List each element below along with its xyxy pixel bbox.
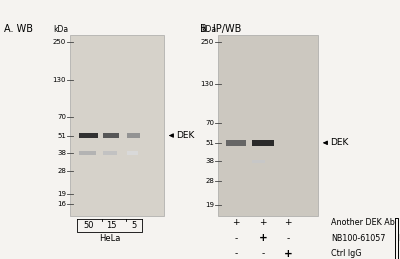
Text: 130: 130 — [52, 77, 66, 83]
Bar — [252, 160, 265, 163]
Text: 38: 38 — [205, 159, 214, 164]
Text: -: - — [234, 234, 238, 243]
Text: -: - — [286, 234, 290, 243]
Text: DEK: DEK — [330, 138, 348, 147]
Text: -: - — [234, 249, 238, 258]
Text: +: + — [284, 218, 292, 227]
Text: 16: 16 — [57, 201, 66, 207]
Text: kDa: kDa — [53, 25, 68, 34]
Text: 28: 28 — [205, 178, 214, 184]
Text: +: + — [232, 218, 240, 227]
Text: 70: 70 — [57, 114, 66, 120]
Text: kDa: kDa — [201, 25, 216, 34]
Text: 250: 250 — [201, 39, 214, 45]
Text: 51: 51 — [57, 133, 66, 139]
Text: 38: 38 — [57, 150, 66, 156]
Text: 51: 51 — [205, 140, 214, 146]
Text: 250: 250 — [53, 39, 66, 45]
Text: +: + — [259, 233, 267, 243]
Text: +: + — [284, 249, 292, 259]
Text: A. WB: A. WB — [4, 24, 33, 34]
Text: 19: 19 — [205, 202, 214, 208]
Text: Ctrl IgG: Ctrl IgG — [331, 249, 361, 258]
Bar — [70, 35, 164, 216]
Text: 130: 130 — [200, 81, 214, 87]
Bar — [79, 133, 98, 138]
Text: 28: 28 — [57, 168, 66, 174]
Text: HeLa: HeLa — [99, 234, 120, 243]
Text: B. IP/WB: B. IP/WB — [200, 24, 241, 34]
Bar — [127, 151, 138, 155]
Text: 5: 5 — [131, 221, 136, 230]
Bar — [218, 35, 318, 216]
Text: 50: 50 — [84, 221, 94, 230]
Text: Another DEK Ab: Another DEK Ab — [331, 218, 395, 227]
Bar — [127, 133, 140, 138]
Text: IP: IP — [398, 234, 400, 243]
Text: DEK: DEK — [176, 131, 194, 140]
Text: 15: 15 — [106, 221, 116, 230]
Bar — [252, 140, 274, 146]
Bar — [79, 151, 96, 155]
Text: 19: 19 — [57, 191, 66, 197]
Bar — [103, 133, 119, 138]
Text: 70: 70 — [205, 120, 214, 126]
Bar — [103, 151, 117, 155]
Bar — [226, 140, 246, 146]
Text: +: + — [259, 218, 267, 227]
Text: -: - — [261, 249, 265, 258]
Text: NB100-61057: NB100-61057 — [331, 234, 385, 243]
